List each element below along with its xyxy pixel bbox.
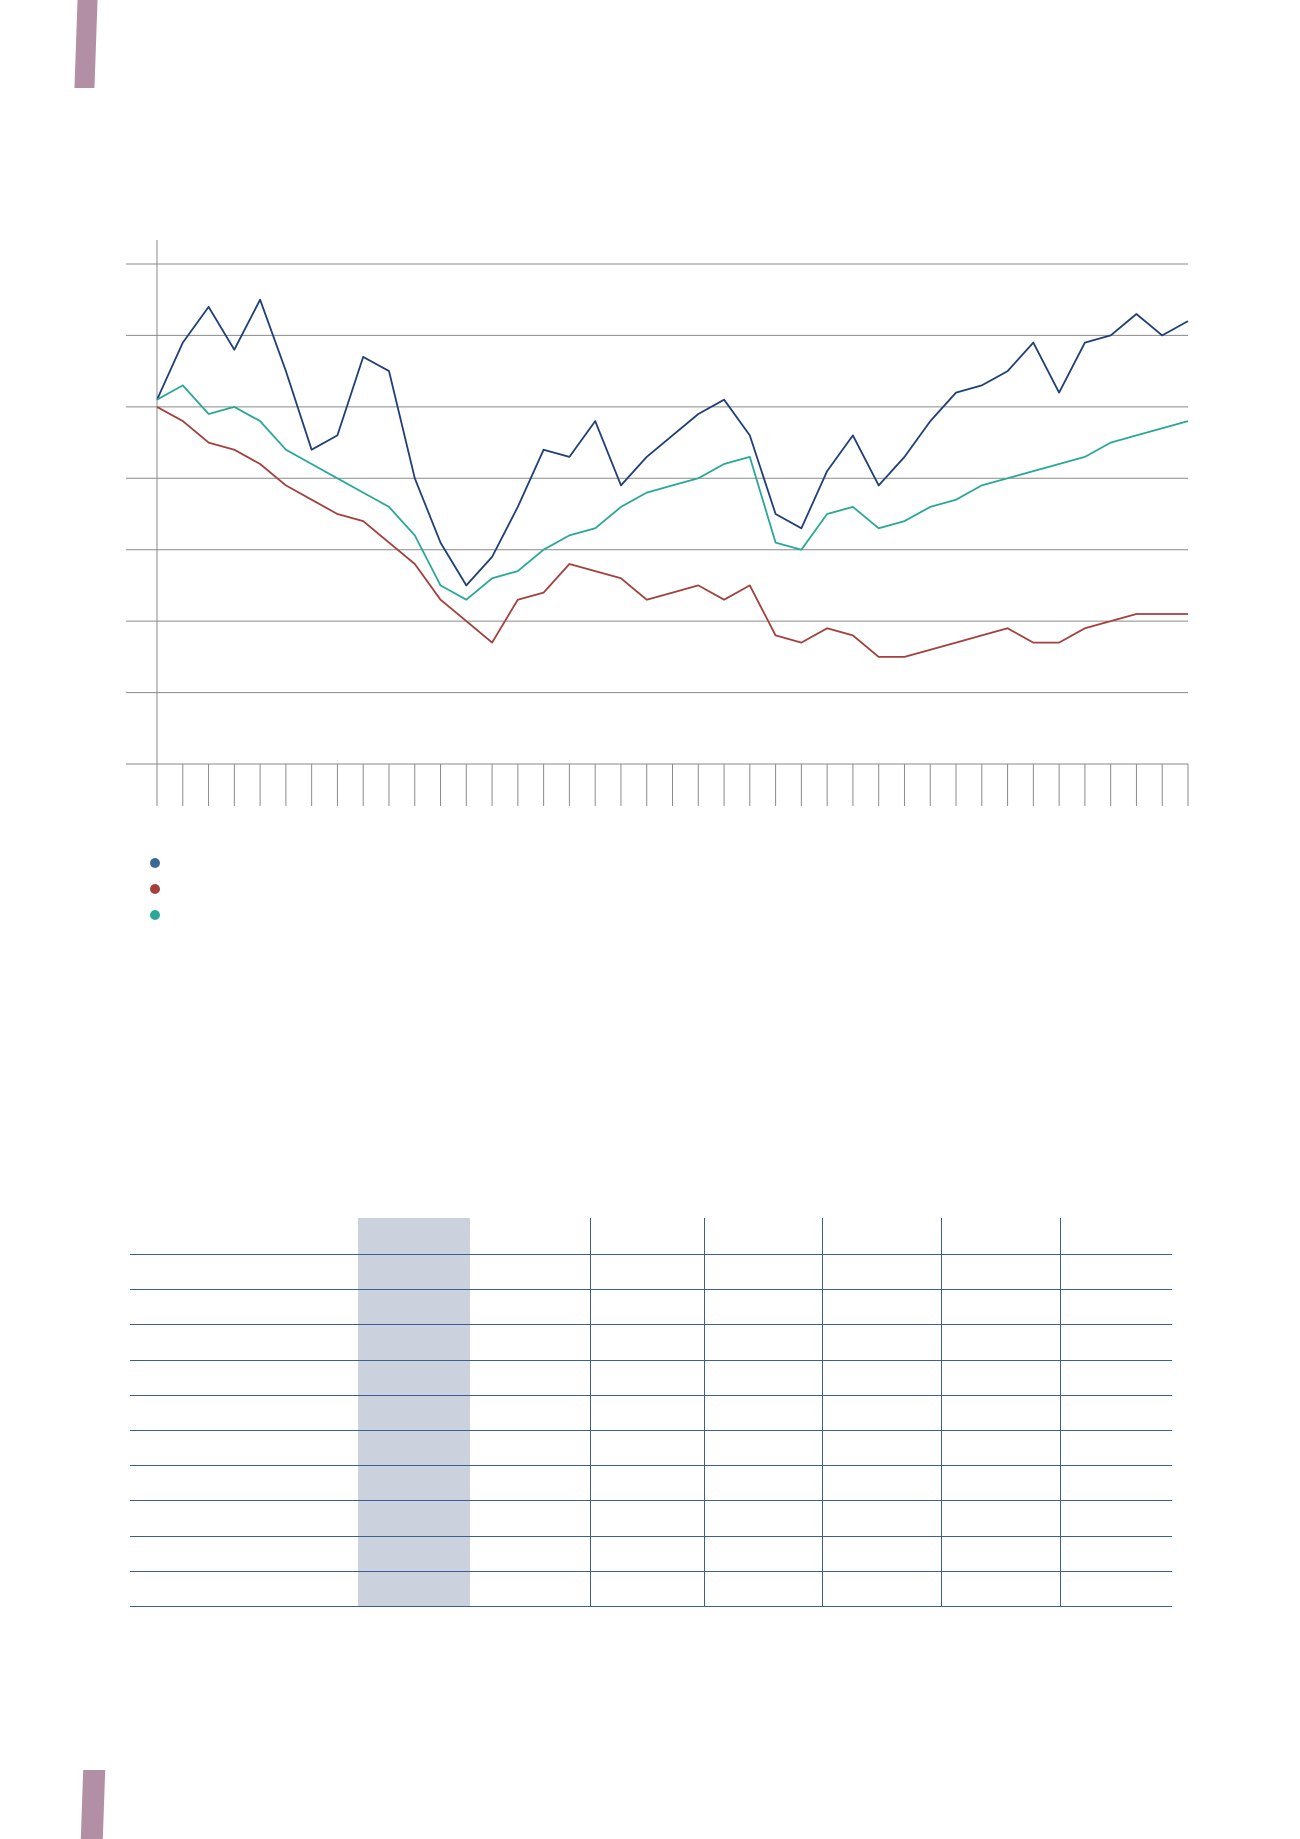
chart-legend [150,850,170,928]
table-column-line [590,1218,591,1606]
highlighted-column [358,1218,470,1606]
table-row-line [130,1254,1172,1255]
table-column-line [704,1218,705,1606]
table-row-line [130,1606,1172,1607]
table-row-line [130,1465,1172,1467]
legend-item [150,902,170,928]
table-row-line [130,1324,1172,1326]
legend-dot-icon [150,884,160,894]
accent-bar-bottom [80,1770,106,1839]
series-line-2 [156,406,1188,658]
table-row-line [130,1430,1172,1431]
line-chart [126,240,1189,806]
legend-dot-icon [150,858,160,868]
table-column-line [822,1218,823,1606]
series-line-1 [156,298,1189,587]
table-row-line [130,1359,1172,1361]
table-row-line [130,1394,1172,1396]
chart-series [156,298,1189,658]
x-axis-ticks [156,764,1189,806]
legend-dot-icon [150,910,160,920]
chart-gridlines [126,263,1188,765]
table-column-line [1060,1218,1061,1606]
table-row-line [130,1289,1172,1291]
table-row-line [130,1500,1172,1502]
legend-item [150,850,170,876]
table-row-line [130,1570,1172,1572]
series-line-3 [156,384,1189,601]
table-row-line [130,1535,1172,1537]
performance-table [130,1218,1172,1607]
table-column-line [941,1218,942,1606]
legend-item [150,876,170,902]
